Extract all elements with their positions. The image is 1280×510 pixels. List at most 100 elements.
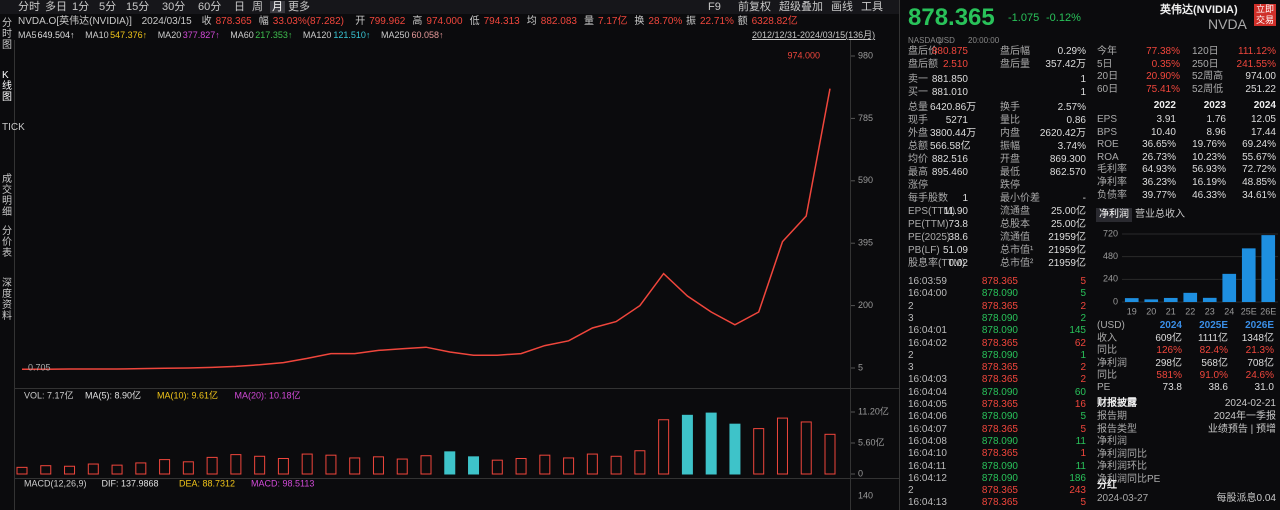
value: 6420.86万	[930, 102, 977, 113]
side-tab[interactable]: 深度资料	[2, 278, 12, 322]
tick-price: 878.090	[981, 435, 1018, 447]
tab[interactable]: 更多	[288, 1, 310, 13]
tab[interactable]: 周	[252, 1, 263, 13]
change: -1.075	[1008, 12, 1040, 24]
tool[interactable]: 前复权	[738, 1, 771, 13]
y-tick-label: 200	[858, 300, 873, 310]
side-tab[interactable]: 分价表	[2, 226, 12, 259]
info-item: 2024/03/15	[141, 16, 192, 27]
tab[interactable]: 月	[270, 1, 285, 13]
value: 21959亿	[1048, 245, 1086, 256]
tick-time: 16:04:13	[908, 497, 947, 509]
volume-bar	[705, 412, 717, 475]
volume-bar	[277, 458, 289, 475]
info-item: 6328.82亿	[751, 16, 798, 27]
label: 最低	[1000, 167, 1020, 178]
value: 75.41%	[1146, 83, 1180, 95]
macd-header: MACD(12,26,9)	[24, 478, 87, 488]
tool[interactable]: 超级叠加	[779, 1, 823, 13]
value: 72.72%	[1242, 164, 1276, 176]
tick-price: 878.365	[981, 276, 1018, 287]
tool[interactable]: F9	[708, 1, 721, 13]
tick-volume: 1	[1080, 349, 1086, 361]
tick-time: 16:04:12	[908, 472, 947, 484]
tool[interactable]: 工具	[861, 1, 883, 13]
info-item: 振	[686, 16, 696, 27]
volume-bar	[182, 461, 194, 475]
value: 974.00	[1245, 71, 1276, 82]
info-item: 均	[526, 16, 537, 27]
label: 5日	[1097, 58, 1113, 70]
symbol: NVDA	[1208, 16, 1247, 32]
tab[interactable]: 分时	[18, 1, 40, 13]
tab[interactable]: 日	[234, 1, 245, 13]
bar	[1183, 292, 1198, 302]
tick-time: 16:04:02	[908, 337, 947, 349]
tab[interactable]: 多日	[45, 1, 67, 13]
profit-tab[interactable]: 净利润	[1096, 208, 1132, 222]
value: 869.300	[1049, 154, 1086, 165]
value: 21.3%	[1245, 345, 1274, 357]
y-tick-label: 140	[858, 490, 873, 500]
report-date: 2024-02-21	[1224, 398, 1276, 409]
label: 卖一	[908, 74, 928, 85]
label: PE(TTM)	[908, 219, 949, 230]
label: BPS	[1097, 126, 1118, 138]
value: 862.570	[1049, 167, 1086, 178]
info-item: 收	[201, 16, 212, 27]
value: 25.00亿	[1050, 219, 1086, 230]
tool[interactable]: 画线	[831, 1, 853, 13]
tick-volume: 16	[1074, 399, 1086, 410]
value: 36.65%	[1142, 139, 1176, 151]
label: 总市值¹	[1000, 245, 1034, 256]
label: 60日	[1097, 83, 1119, 95]
value: 1.76	[1206, 114, 1226, 125]
info-item: 低	[469, 16, 480, 27]
trade-button[interactable]: 交易	[1254, 15, 1277, 26]
value: 91.0%	[1199, 369, 1228, 381]
value: 0.86	[1066, 115, 1086, 126]
label: 换手	[1000, 102, 1020, 113]
side-tab[interactable]: 成交明细	[2, 174, 12, 218]
side-tab[interactable]: K线图	[2, 70, 12, 103]
label: 净利润同比PE	[1097, 473, 1161, 485]
info-item: 额	[737, 16, 748, 27]
label: ROA	[1097, 151, 1119, 163]
tab[interactable]: 5分	[99, 1, 117, 13]
value: 126%	[1156, 345, 1182, 357]
forecast-header: 2025E	[1199, 320, 1228, 331]
bar	[1124, 298, 1139, 302]
label: 20日	[1097, 71, 1119, 82]
value: 1348亿	[1241, 333, 1274, 344]
value: 1	[1080, 74, 1086, 85]
macd-header: MACD: 98.5113	[251, 478, 314, 488]
value: 8.96	[1206, 126, 1226, 138]
y-tick-label: 720	[1103, 228, 1118, 238]
tab[interactable]: 15分	[126, 1, 150, 13]
tick-volume: 2	[1080, 312, 1086, 324]
quote-meta: NASDAQ	[908, 36, 942, 45]
tick-time: 16:04:07	[908, 423, 947, 435]
value: 38.6	[948, 232, 968, 243]
label: 盘后额	[908, 59, 938, 70]
value: -	[1082, 193, 1086, 204]
side-tab[interactable]: 分时图	[2, 18, 12, 51]
label: 同比	[1097, 345, 1117, 357]
volume-bar	[349, 457, 361, 475]
value: 609亿	[1155, 333, 1182, 344]
tab[interactable]: 30分	[162, 1, 186, 13]
tick-price: 878.090	[981, 411, 1018, 423]
ma-value: 377.827↑	[182, 30, 220, 40]
label: 52周高	[1192, 71, 1224, 82]
x-tick-label: 24	[1224, 306, 1234, 316]
profit-tab[interactable]: 营业总收入	[1135, 209, 1185, 220]
tab[interactable]: 60分	[198, 1, 222, 13]
forecast-header: 2026E	[1245, 320, 1274, 331]
side-tab[interactable]: TICK	[2, 122, 25, 133]
value: 2.57%	[1057, 102, 1086, 113]
volume-bar	[539, 454, 551, 475]
trade-button[interactable]: 立即	[1254, 4, 1277, 15]
bar	[1163, 297, 1178, 302]
tab[interactable]: 1分	[72, 1, 90, 13]
volume-bar	[111, 464, 123, 475]
